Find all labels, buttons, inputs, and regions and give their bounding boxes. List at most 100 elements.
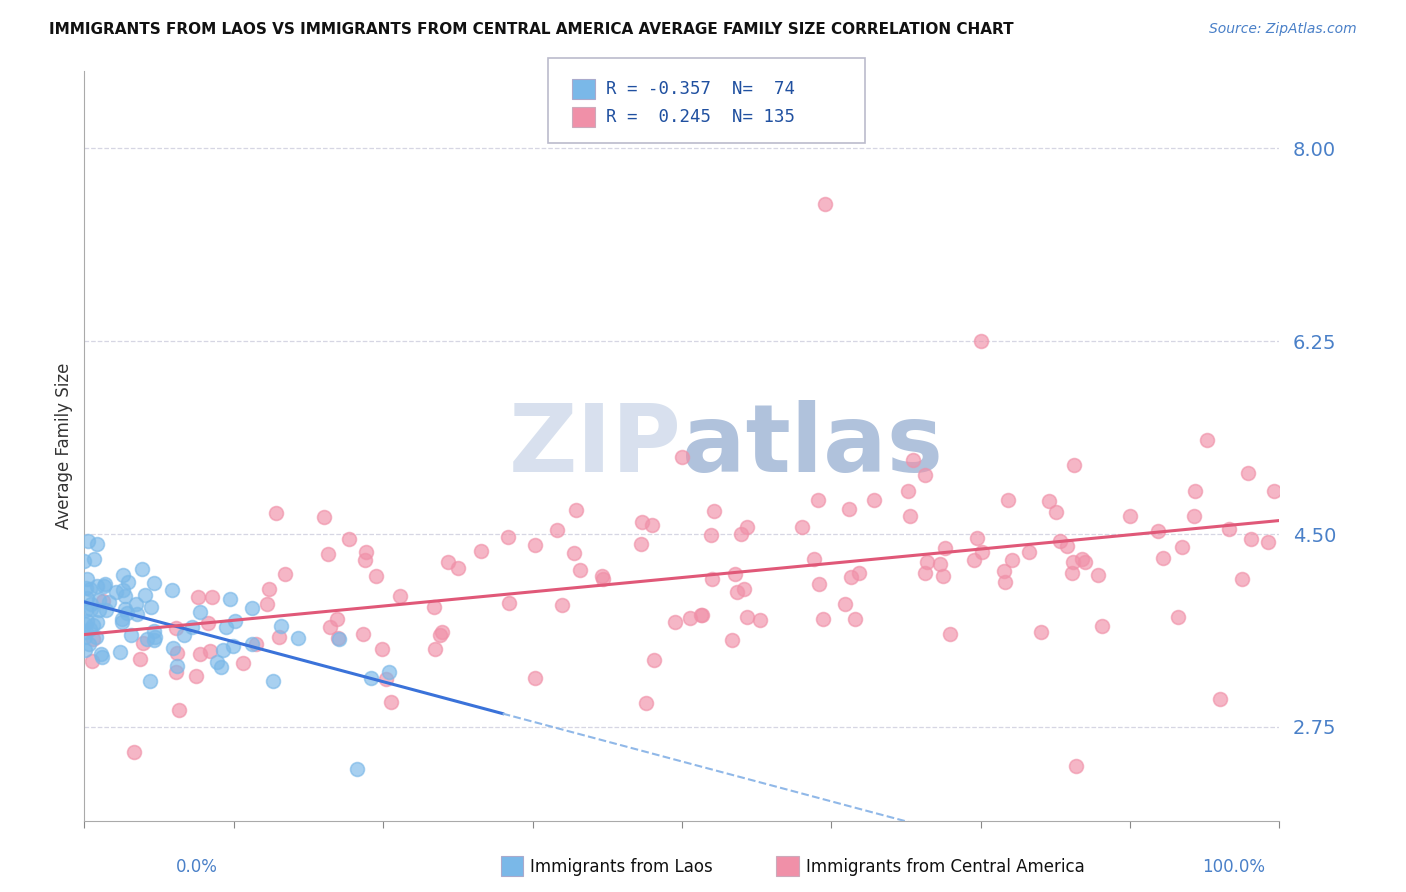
Point — [326, 612, 349, 626]
Point — [162, 583, 184, 598]
Point — [77, 637, 100, 651]
Point — [186, 669, 208, 683]
Point — [834, 597, 856, 611]
Point — [1063, 458, 1085, 472]
Point — [80, 602, 103, 616]
Point — [354, 545, 377, 559]
Point — [1045, 505, 1067, 519]
Point — [1087, 567, 1109, 582]
Point — [287, 631, 309, 645]
Point — [1230, 572, 1253, 586]
Point — [232, 656, 254, 670]
Point — [641, 518, 664, 533]
Point — [724, 566, 747, 581]
Point — [132, 636, 155, 650]
Point — [111, 582, 134, 597]
Point — [970, 334, 993, 349]
Point — [142, 575, 165, 590]
Point — [75, 643, 97, 657]
Point — [143, 630, 166, 644]
Point — [636, 696, 658, 710]
Point — [240, 601, 263, 615]
Point — [690, 608, 713, 623]
Point — [139, 674, 162, 689]
Point — [1147, 524, 1170, 539]
Point — [129, 652, 152, 666]
Point — [808, 577, 831, 591]
Point — [1209, 692, 1232, 706]
Point — [898, 508, 921, 523]
Point — [1218, 522, 1240, 536]
Point — [630, 537, 652, 551]
Point — [423, 641, 446, 656]
Point — [1171, 540, 1194, 554]
Point — [388, 589, 411, 603]
Point — [524, 537, 547, 551]
Point — [671, 450, 693, 464]
Point — [1066, 758, 1088, 772]
Point — [371, 641, 394, 656]
Point — [360, 672, 382, 686]
Point — [162, 640, 184, 655]
Point — [863, 492, 886, 507]
Point — [1091, 619, 1114, 633]
Point — [108, 645, 131, 659]
Point — [737, 520, 759, 534]
Point — [73, 554, 96, 568]
Point — [1056, 539, 1078, 553]
Point — [966, 531, 988, 545]
Point — [1038, 493, 1060, 508]
Point — [125, 597, 148, 611]
Point — [562, 546, 585, 560]
Point — [551, 598, 574, 612]
Point — [1195, 433, 1218, 447]
Text: ZIP: ZIP — [509, 400, 682, 492]
Point — [166, 658, 188, 673]
Point — [82, 654, 104, 668]
Point — [997, 492, 1019, 507]
Point — [245, 637, 267, 651]
Point — [1167, 609, 1189, 624]
Point — [1018, 544, 1040, 558]
Point — [166, 646, 188, 660]
Text: IMMIGRANTS FROM LAOS VS IMMIGRANTS FROM CENTRAL AMERICA AVERAGE FAMILY SIZE CORR: IMMIGRANTS FROM LAOS VS IMMIGRANTS FROM … — [49, 22, 1014, 37]
Point — [470, 544, 492, 558]
Point — [188, 605, 211, 619]
Point — [730, 527, 752, 541]
Point — [76, 615, 98, 629]
Point — [165, 621, 187, 635]
Point — [187, 590, 209, 604]
Point — [257, 582, 280, 597]
Point — [273, 567, 295, 582]
Point — [735, 609, 758, 624]
Point — [181, 620, 204, 634]
Point — [173, 628, 195, 642]
Point — [143, 633, 166, 648]
Point — [122, 745, 145, 759]
Point — [337, 532, 360, 546]
Point — [1257, 534, 1279, 549]
Point — [1152, 551, 1174, 566]
Point — [270, 619, 292, 633]
Point — [93, 577, 115, 591]
Point — [1062, 555, 1084, 569]
Point — [380, 695, 402, 709]
Point — [87, 603, 110, 617]
Point — [115, 607, 138, 621]
Point — [269, 630, 291, 644]
Y-axis label: Average Family Size: Average Family Size — [55, 363, 73, 529]
Point — [934, 541, 956, 556]
Text: Immigrants from Central America: Immigrants from Central America — [806, 858, 1084, 876]
Text: 0.0%: 0.0% — [176, 858, 218, 876]
Point — [93, 579, 115, 593]
Point — [75, 603, 97, 617]
Point — [79, 622, 101, 636]
Point — [328, 632, 350, 646]
Point — [733, 582, 755, 596]
Point — [643, 653, 665, 667]
Point — [1062, 566, 1084, 580]
Point — [262, 673, 284, 688]
Point — [839, 570, 862, 584]
Point — [993, 564, 1015, 578]
Point — [700, 528, 723, 542]
